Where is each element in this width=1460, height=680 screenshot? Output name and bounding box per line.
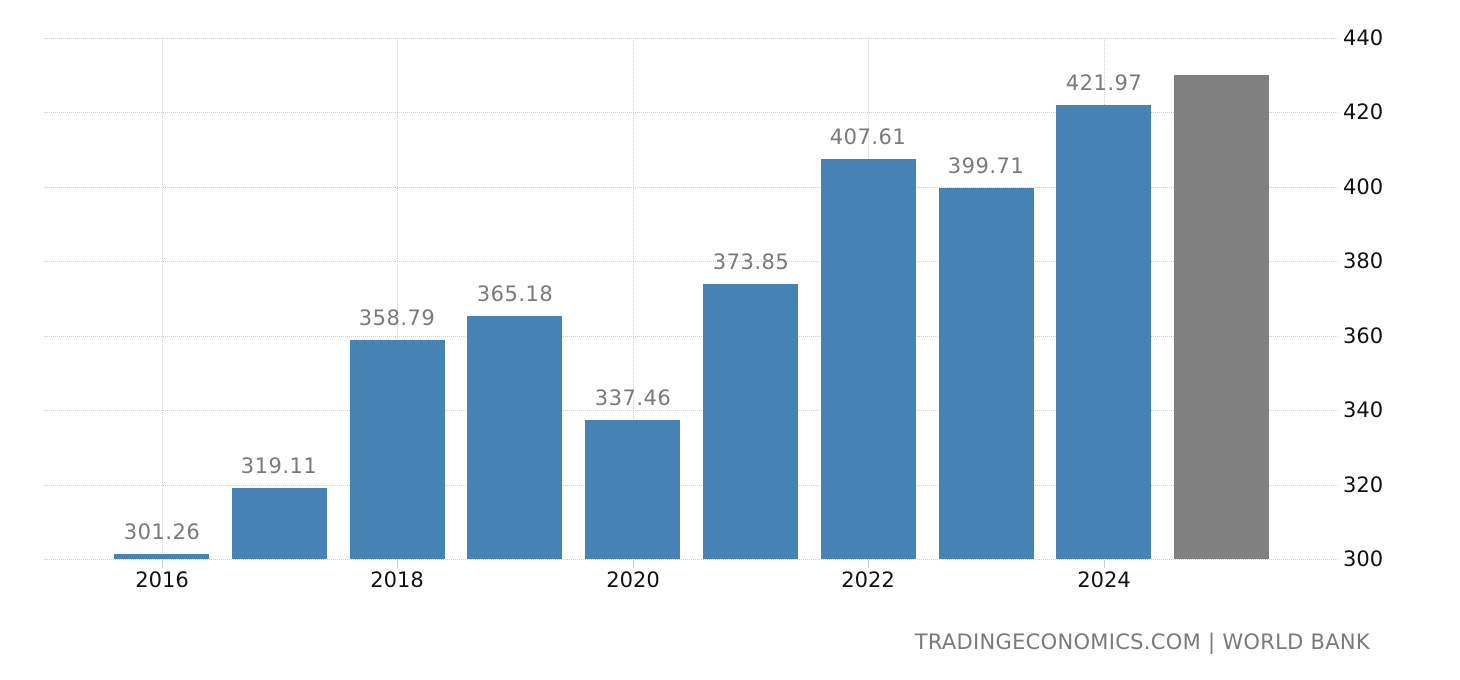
horizontal-gridline — [44, 410, 1338, 411]
horizontal-gridline — [44, 112, 1338, 113]
vertical-gridline — [397, 38, 398, 559]
value-label: 319.11 — [240, 454, 318, 478]
y-tick-label: 440 — [1343, 26, 1384, 50]
horizontal-gridline — [44, 187, 1338, 188]
x-tick-mark — [868, 560, 869, 568]
x-tick-label: 2022 — [841, 568, 895, 592]
horizontal-gridline — [44, 38, 1338, 39]
value-label: 358.79 — [358, 306, 436, 330]
x-tick-mark — [162, 560, 163, 568]
source-watermark: TRADINGECONOMICS.COM | WORLD BANK — [914, 630, 1370, 654]
forecast-bar-2025[interactable] — [1174, 75, 1269, 559]
x-tick-label: 2016 — [135, 568, 189, 592]
bar-2018[interactable] — [350, 340, 445, 559]
bar-2017[interactable] — [232, 488, 327, 559]
y-tick-label: 360 — [1343, 324, 1384, 348]
horizontal-gridline — [44, 559, 1338, 560]
x-tick-mark — [397, 560, 398, 568]
horizontal-gridline — [44, 336, 1338, 337]
bar-2016[interactable] — [114, 554, 209, 559]
x-tick-mark — [1104, 560, 1105, 568]
vertical-gridline — [633, 38, 634, 559]
bar-2023[interactable] — [939, 188, 1034, 559]
x-tick-label: 2018 — [370, 568, 424, 592]
y-tick-label: 400 — [1343, 175, 1384, 199]
value-label: 407.61 — [829, 125, 907, 149]
x-tick-label: 2024 — [1077, 568, 1131, 592]
x-tick-label: 2020 — [606, 568, 660, 592]
bar-2019[interactable] — [467, 316, 562, 559]
y-tick-label: 420 — [1343, 100, 1384, 124]
vertical-gridline — [162, 38, 163, 559]
value-label: 337.46 — [594, 386, 672, 410]
y-tick-label: 320 — [1343, 473, 1384, 497]
value-label: 301.26 — [123, 520, 201, 544]
horizontal-gridline — [44, 261, 1338, 262]
bar-2024[interactable] — [1056, 105, 1151, 559]
x-tick-mark — [633, 560, 634, 568]
y-tick-label: 340 — [1343, 398, 1384, 422]
bar-2022[interactable] — [821, 159, 916, 559]
value-label: 365.18 — [476, 282, 554, 306]
value-label: 373.85 — [712, 250, 790, 274]
value-label: 399.71 — [947, 154, 1025, 178]
value-label: 421.97 — [1065, 71, 1143, 95]
bar-2020[interactable] — [585, 420, 680, 559]
y-tick-label: 380 — [1343, 249, 1384, 273]
y-tick-label: 300 — [1343, 547, 1384, 571]
horizontal-gridline — [44, 485, 1338, 486]
bar-2021[interactable] — [703, 284, 798, 559]
